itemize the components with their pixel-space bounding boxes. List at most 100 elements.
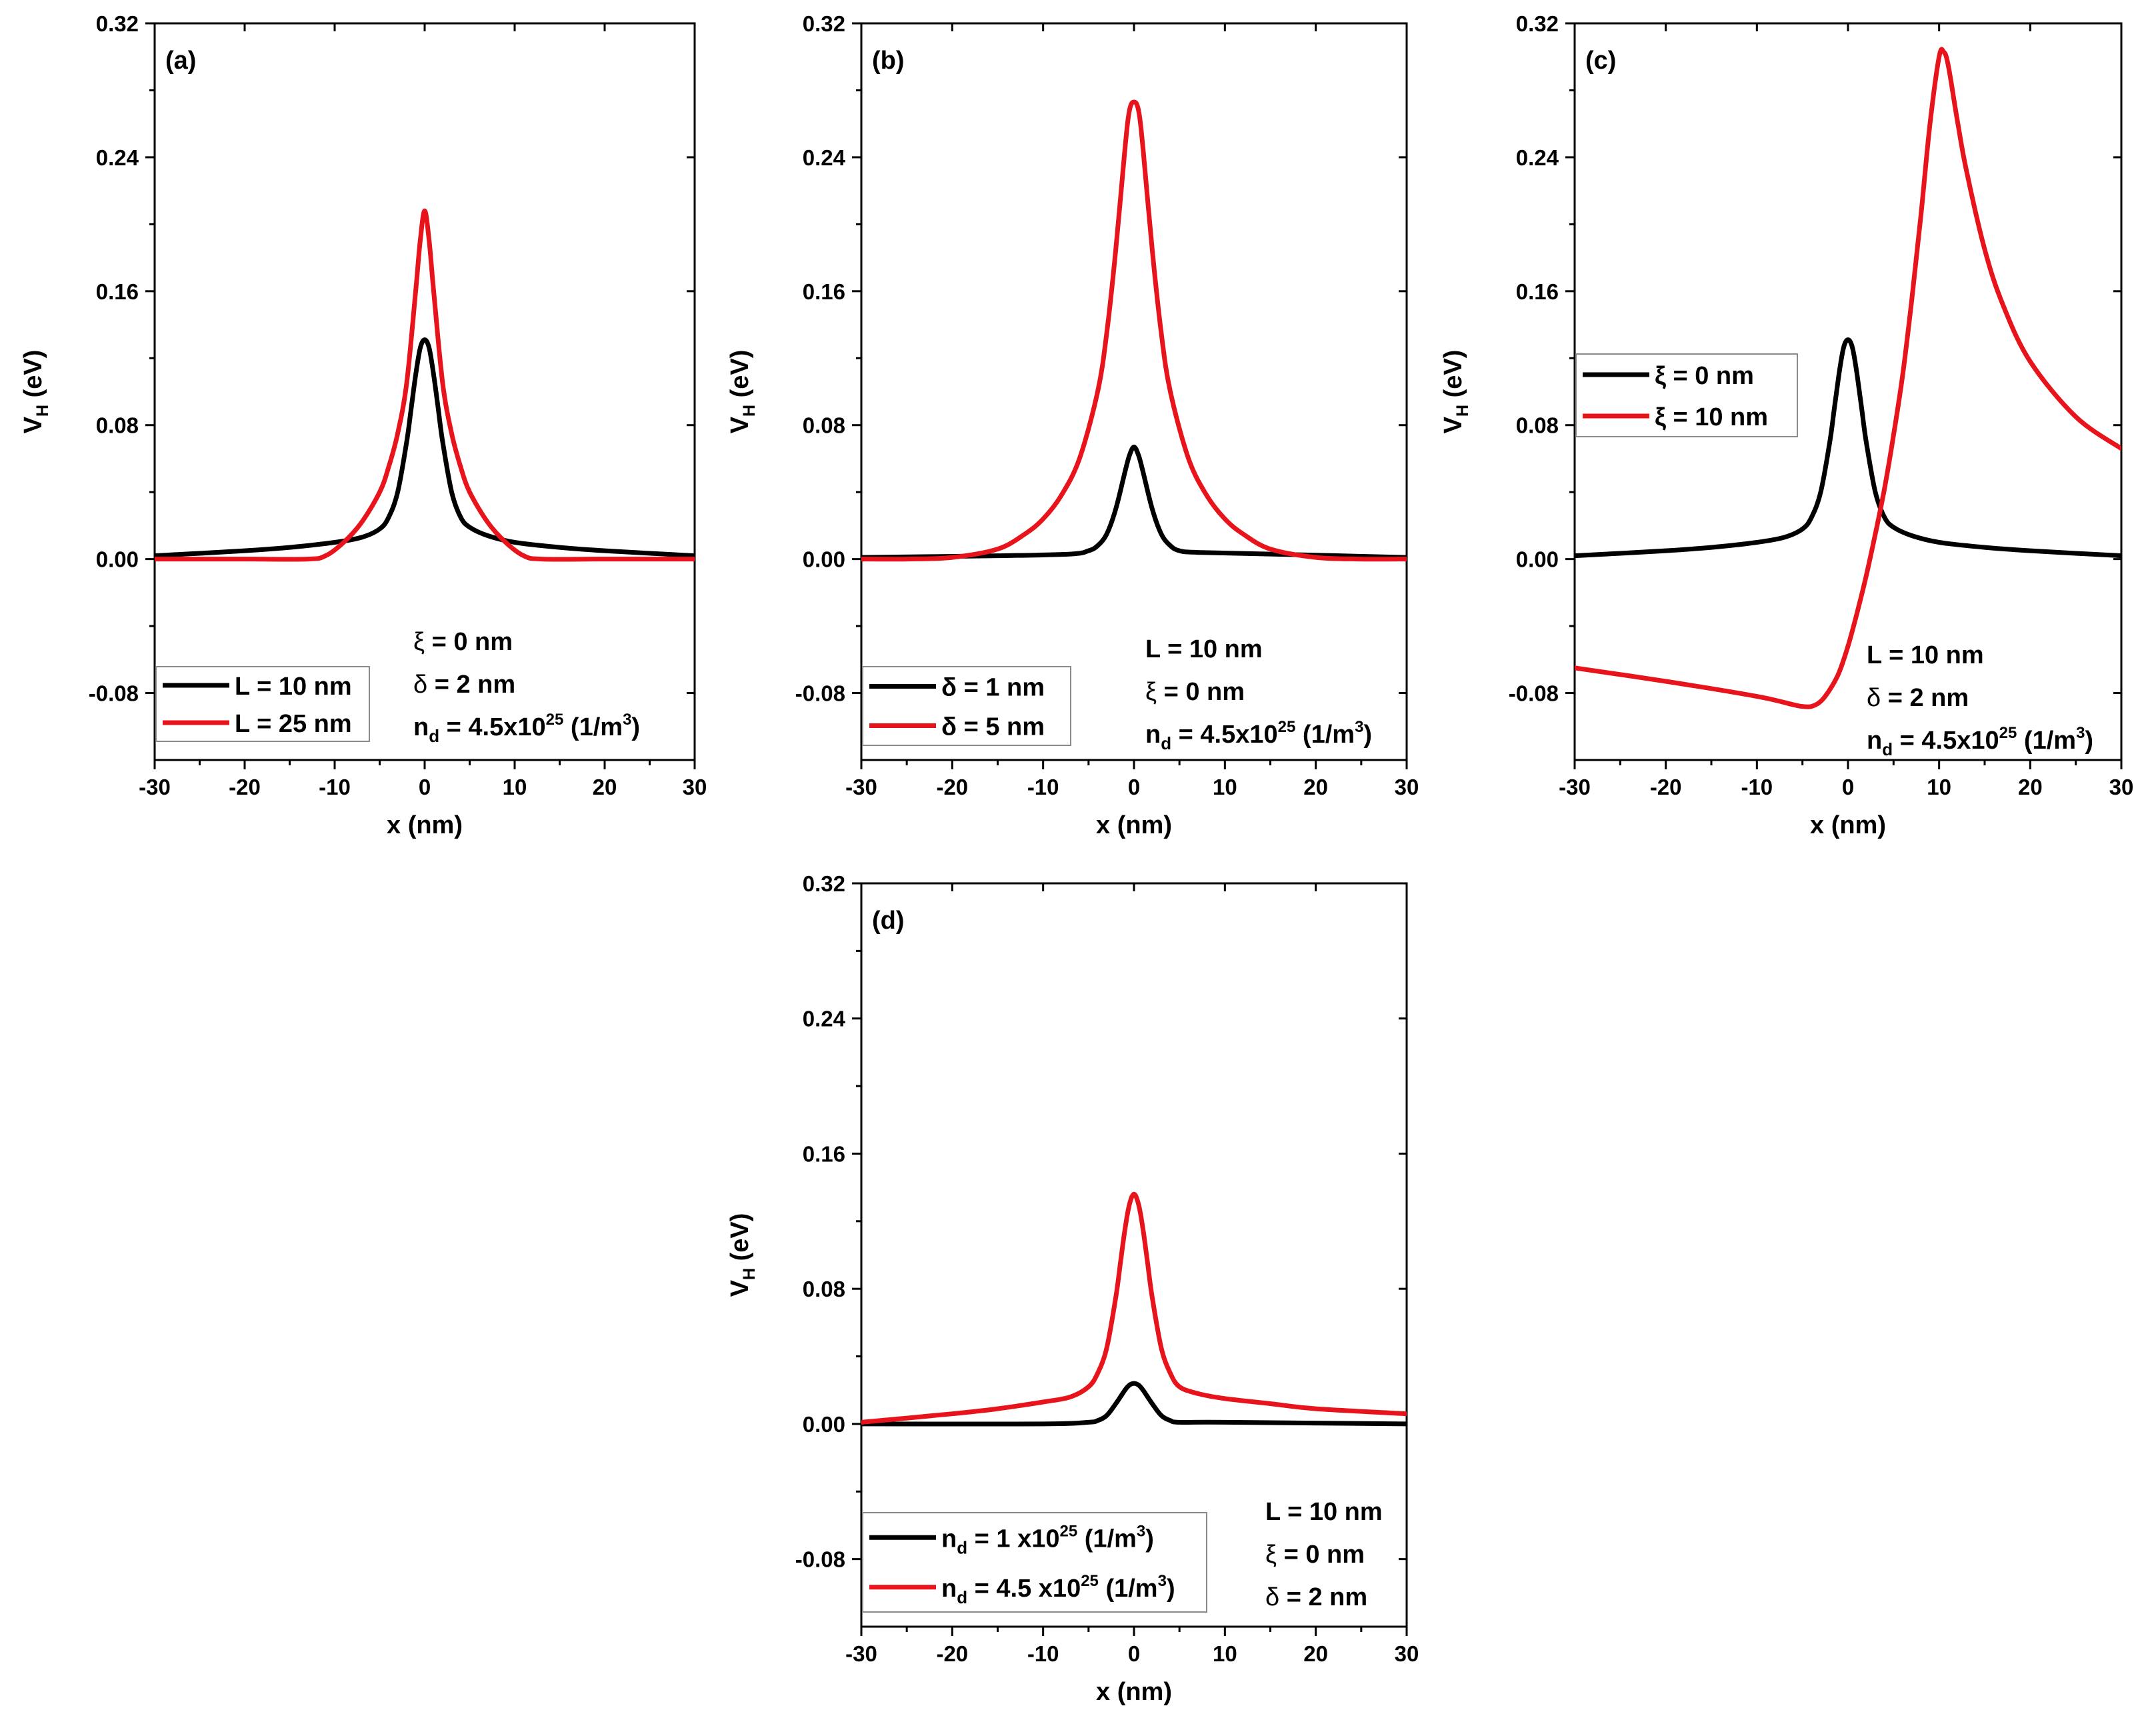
series-line-1 xyxy=(1575,337,2121,559)
plot-frame xyxy=(860,22,1408,761)
x-tick-label: 10 xyxy=(503,775,527,799)
y-tick-label: -0.08 xyxy=(795,1547,845,1572)
y-tick-label: 0.00 xyxy=(1516,547,1559,572)
y-tick-label: 0.16 xyxy=(803,1141,845,1166)
x-tick-label: 0 xyxy=(1128,775,1140,799)
legend-box xyxy=(155,666,370,742)
x-tick-label: -30 xyxy=(139,775,171,799)
y-tick-label: 0.08 xyxy=(1516,413,1559,438)
annotation-2: δ = 2 nm xyxy=(1867,684,1969,712)
legend: L = 10 nm L = 25 nm xyxy=(155,666,370,742)
y-tick-label: 0.08 xyxy=(803,413,845,438)
y-tick-label: 0.24 xyxy=(1516,145,1559,170)
y-tick-label: 0.00 xyxy=(803,547,845,572)
series-line-2 xyxy=(861,99,1407,562)
panel-label: (c) xyxy=(1585,47,1616,75)
annotation-1: ξ = 0 nm xyxy=(413,628,513,656)
annotation-1: L = 10 nm xyxy=(1867,641,1984,669)
x-tick-label: 20 xyxy=(593,775,617,799)
x-tick-label: 0 xyxy=(1842,775,1854,799)
y-tick-label: 0.32 xyxy=(803,11,845,36)
y-tick-label: -0.08 xyxy=(1509,681,1559,706)
x-tick-label: -30 xyxy=(845,1641,877,1666)
y-tick-label: 0.32 xyxy=(96,11,139,36)
legend-label: ξ = 10 nm xyxy=(1655,403,1768,431)
x-tick-label: 20 xyxy=(1303,775,1328,799)
x-tick-label: 30 xyxy=(1395,775,1419,799)
series-line-2 xyxy=(1575,47,2121,709)
legend-box xyxy=(862,666,1071,746)
series-line-2 xyxy=(861,1191,1407,1425)
legend-label: δ = 5 nm xyxy=(941,713,1045,741)
y-axis-label: VH (eV) xyxy=(726,350,759,434)
y-tick-label: 0.32 xyxy=(1516,11,1559,36)
x-tick-label: 10 xyxy=(1213,1641,1237,1666)
y-tick-label: 0.16 xyxy=(1516,279,1559,304)
chart-panel-a: -30 -20 -10 0 10 20 30 -0.08 0.00 0.08 0.16 0.24 0.3… xyxy=(19,11,707,839)
series-line-2 xyxy=(155,208,695,562)
x-tick-label: -20 xyxy=(1650,775,1682,799)
annotation-2: ξ = 0 nm xyxy=(1265,1541,1365,1569)
panel-label: (a) xyxy=(165,47,196,75)
legend-label: δ = 1 nm xyxy=(941,674,1045,702)
annotation-3: nd = 4.5x1025 (1/m3) xyxy=(1867,724,2093,759)
y-tick-label: 0.16 xyxy=(803,279,845,304)
x-tick-label: 10 xyxy=(1927,775,1951,799)
y-tick-label: 0.32 xyxy=(803,871,845,896)
legend: nd = 1 x1025 (1/m3) nd = 4.5 x1025 (1/m3) xyxy=(862,1512,1207,1613)
annotation-3: δ = 2 nm xyxy=(1265,1583,1367,1611)
x-tick-label: -20 xyxy=(229,775,261,799)
y-axis-label: VH (eV) xyxy=(726,1213,759,1297)
x-tick-label: -10 xyxy=(1027,775,1059,799)
legend: ξ = 0 nm ξ = 10 nm xyxy=(1575,353,1798,437)
x-tick-label: 30 xyxy=(1395,1641,1419,1666)
y-tick-label: 0.24 xyxy=(803,145,846,170)
x-tick-label: -10 xyxy=(319,775,351,799)
series-line-1 xyxy=(155,337,695,559)
annotation-1: L = 10 nm xyxy=(1145,635,1263,663)
annotation-3: nd = 4.5x1025 (1/m3) xyxy=(1145,718,1372,753)
y-tick-label: 0.00 xyxy=(96,547,139,572)
annotation-2: ξ = 0 nm xyxy=(1145,678,1245,706)
chart-panel-b: -30 -20 -10 0 10 20 30 -0.08 0.00 0.08 0.16 0.24 0.3… xyxy=(726,11,1419,839)
x-tick-label: -30 xyxy=(1559,775,1591,799)
x-tick-label: -10 xyxy=(1027,1641,1059,1666)
x-tick-label: 30 xyxy=(683,775,707,799)
x-axis-label: x (nm) xyxy=(387,811,463,839)
x-axis-label: x (nm) xyxy=(1096,1678,1172,1706)
y-tick-label: 0.24 xyxy=(803,1007,846,1031)
y-axis-label: VH (eV) xyxy=(1439,350,1472,434)
annotation-3: nd = 4.5x1025 (1/m3) xyxy=(413,711,640,746)
series-line-1 xyxy=(861,444,1407,560)
x-tick-label: 20 xyxy=(1303,1641,1328,1666)
x-axis-label: x (nm) xyxy=(1096,811,1172,839)
legend-label: ξ = 0 nm xyxy=(1655,362,1754,390)
annotation-2: δ = 2 nm xyxy=(413,671,515,699)
x-tick-label: 0 xyxy=(419,775,431,799)
legend-label: nd = 1 x1025 (1/m3) xyxy=(941,1522,1154,1557)
legend-label: nd = 4.5 x1025 (1/m3) xyxy=(941,1572,1175,1607)
panel-label: (b) xyxy=(872,47,905,75)
legend: δ = 1 nm δ = 5 nm xyxy=(862,666,1071,746)
x-tick-label: -20 xyxy=(936,1641,968,1666)
x-axis-label: x (nm) xyxy=(1810,811,1886,839)
x-tick-label: -30 xyxy=(845,775,877,799)
y-tick-label: 0.16 xyxy=(96,279,139,304)
x-tick-label: 0 xyxy=(1128,1641,1140,1666)
y-tick-label: 0.08 xyxy=(803,1277,845,1301)
legend-box xyxy=(862,1512,1207,1613)
y-tick-label: 0.00 xyxy=(803,1412,845,1437)
legend-label: L = 25 nm xyxy=(235,710,352,738)
x-tick-label: -20 xyxy=(936,775,968,799)
y-tick-label: 0.24 xyxy=(96,145,139,170)
y-tick-label: 0.08 xyxy=(96,413,139,438)
series-line-1 xyxy=(861,1381,1407,1427)
panel-label: (d) xyxy=(872,907,905,935)
chart-panel-d: -30 -20 -10 0 10 20 30 -0.08 0.00 0.08 0.16 0.24 0.3… xyxy=(726,871,1419,1706)
y-tick-label: -0.08 xyxy=(89,681,139,706)
x-tick-label: 30 xyxy=(2109,775,2134,799)
legend-label: L = 10 nm xyxy=(235,673,352,701)
x-tick-label: 10 xyxy=(1213,775,1237,799)
x-tick-label: 20 xyxy=(2018,775,2043,799)
